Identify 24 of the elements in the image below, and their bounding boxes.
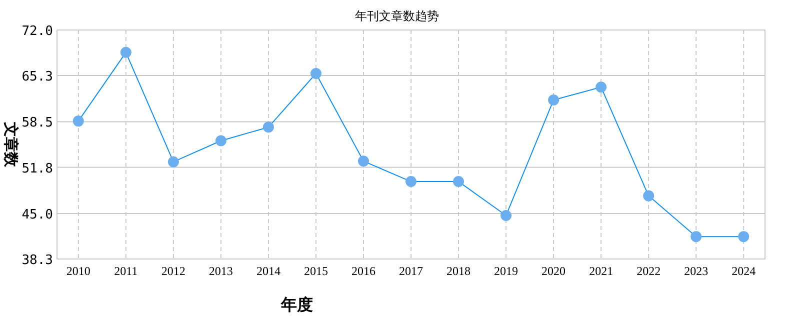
x-tick-label: 2013	[208, 264, 233, 278]
x-tick-label: 2022	[636, 264, 661, 278]
y-tick-label: 51.8	[22, 161, 53, 176]
y-tick-label: 45.0	[22, 207, 53, 222]
x-axis-title: 年度	[280, 295, 313, 314]
y-tick-label: 65.3	[22, 70, 53, 85]
x-tick-label: 2017	[399, 264, 423, 278]
x-tick-label: 2015	[304, 264, 328, 278]
x-tick-label: 2011	[114, 264, 138, 278]
x-tick-label: 2018	[446, 264, 471, 278]
x-tick-label: 2014	[256, 264, 280, 278]
y-tick-label: 38.3	[22, 253, 53, 268]
y-tick-label: 58.5	[22, 116, 53, 131]
x-tick-label: 2021	[589, 264, 614, 278]
chart-title: 年刊文章数趋势	[355, 9, 439, 23]
x-tick-label: 2010	[66, 264, 90, 278]
x-tick-label: 2024	[732, 264, 756, 278]
x-tick-label: 2012	[161, 264, 186, 278]
y-axis-title: 文章数	[2, 121, 20, 168]
x-tick-label: 2020	[542, 264, 566, 278]
x-tick-label: 2019	[494, 264, 518, 278]
x-tick-label: 2023	[684, 264, 708, 278]
y-tick-label: 72.0	[22, 24, 53, 39]
x-tick-label: 2016	[351, 264, 376, 278]
